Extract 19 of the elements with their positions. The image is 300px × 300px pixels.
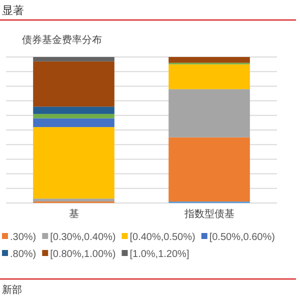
bar (33, 198, 114, 202)
legend-item: [0.30%,0.40%) (42, 232, 116, 243)
bar (168, 64, 250, 90)
annotation: 新部 (2, 285, 22, 296)
legend-item: [0.80%,1.00%) (42, 249, 116, 260)
legend-item: [0.50%,0.60%) (201, 232, 275, 243)
annotation: 显著 (2, 5, 24, 17)
x-tick-label: 指数型债基 (183, 208, 234, 220)
legend-item: [0.40%,0.50%) (122, 232, 196, 243)
legend-label: .80%) (10, 249, 36, 260)
bar (168, 57, 250, 63)
title: 债券基金费率分布 (22, 35, 102, 46)
legend-item: .80%) (2, 249, 36, 260)
legend-item: [1.0%,1.20%] (122, 249, 190, 260)
x-tick-label: 基 (68, 208, 79, 220)
legend-label: .30%) (10, 232, 36, 243)
bar (168, 89, 250, 138)
legend-item: .30%) (2, 232, 36, 243)
bar (168, 137, 250, 202)
